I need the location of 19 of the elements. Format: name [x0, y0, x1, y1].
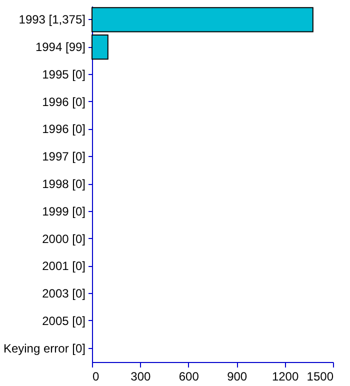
- y-tick-label: 1997 [0]: [42, 150, 86, 164]
- y-tick-label: 2001 [0]: [42, 259, 86, 274]
- y-tick-label: 1998 [0]: [42, 177, 86, 191]
- y-tick-label: 1999 [0]: [42, 204, 86, 218]
- x-tick-label: 600: [178, 370, 200, 384]
- y-tick-label: 2003 [0]: [42, 286, 86, 301]
- y-tick-label: 2005 [0]: [42, 314, 86, 328]
- y-tick-label: Keying error [0]: [3, 341, 86, 356]
- y-tick-label: 2000 [0]: [42, 232, 86, 246]
- x-tick-label: 0: [92, 370, 100, 384]
- x-tick-label: 1200: [272, 370, 299, 384]
- x-tick-label: 1500: [306, 370, 334, 384]
- x-tick-label: 300: [130, 370, 152, 384]
- y-tick-label: 1996 [0]: [42, 94, 86, 109]
- x-tick-label: 900: [227, 370, 248, 384]
- y-tick-label: 1996 [0]: [42, 122, 86, 136]
- y-tick-label: 1994 [99]: [35, 40, 86, 54]
- y-tick-label: 1995 [0]: [42, 67, 86, 82]
- y-tick-label: 1993 [1,375]: [18, 12, 86, 27]
